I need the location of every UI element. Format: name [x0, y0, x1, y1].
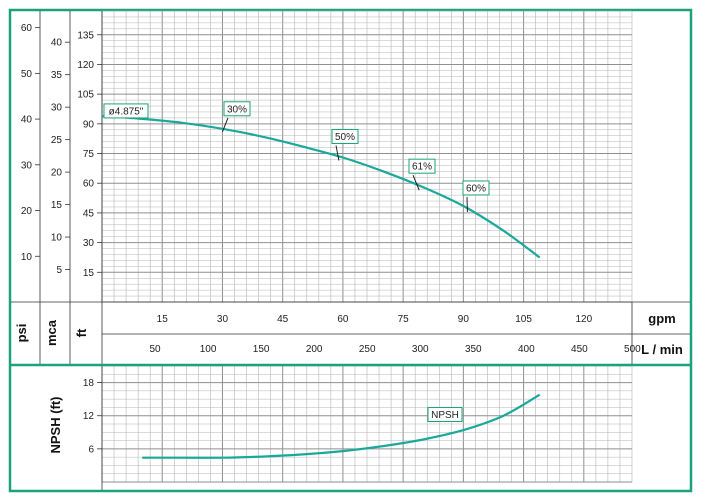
lmin-tick-label: 300: [412, 344, 429, 355]
npsh-label-text: NPSH: [431, 410, 459, 421]
diameter-label-text: ø4.875": [109, 106, 144, 117]
lmin-tick-label: 150: [253, 344, 270, 355]
ft-tick-label: 135: [77, 30, 94, 41]
psi-axis-label: psi: [14, 324, 29, 343]
efficiency-label-60-text: 60%: [466, 183, 486, 194]
gpm-tick-label: 15: [157, 314, 169, 325]
ft-tick-label: 75: [83, 149, 95, 160]
npsh-label-box: [427, 406, 463, 422]
efficiency-label-30-box: [223, 101, 251, 117]
mca-tick-label: 10: [51, 233, 63, 244]
gpm-tick-label: 105: [515, 314, 532, 325]
ft-tick-label: 45: [83, 208, 95, 219]
ft-tick-label: 30: [83, 238, 95, 249]
efficiency-label-50-leader: [335, 145, 340, 161]
mca-tick-label: 20: [51, 168, 63, 179]
mca-tick-label: 40: [51, 38, 63, 49]
mca-tick-label: 15: [51, 200, 63, 211]
npsh-tick-label: 12: [83, 411, 95, 422]
lmin-tick-label: 50: [149, 344, 161, 355]
efficiency-label-61-leader: [412, 175, 420, 191]
psi-tick-label: 50: [21, 69, 33, 80]
gpm-tick-label: 120: [575, 314, 592, 325]
diameter-label-box: [103, 103, 149, 119]
gpm-tick-label: 60: [337, 314, 349, 325]
lmin-tick-label: 400: [518, 344, 535, 355]
efficiency-label-50-text: 50%: [335, 132, 355, 143]
gpm-tick-label: 45: [277, 314, 289, 325]
annotations: ø4.875" 30% 50% 61% 60% NPSH: [103, 101, 490, 422]
npsh-tick-label: 6: [88, 444, 94, 455]
ft-tick-label: 120: [77, 60, 94, 71]
ft-axis-label: ft: [74, 328, 89, 337]
head-curve-line: [101, 114, 541, 259]
ft-tick-label: 15: [83, 268, 95, 279]
gpm-axis-label: gpm: [648, 311, 675, 326]
lmin-tick-label: 350: [465, 344, 482, 355]
lmin-tick-label: 200: [306, 344, 323, 355]
mca-tick-label: 5: [56, 265, 62, 276]
efficiency-label-60-box: [462, 180, 490, 196]
gpm-tick-label: 75: [398, 314, 410, 325]
efficiency-label-61-text: 61%: [412, 162, 432, 173]
gpm-tick-label: 90: [458, 314, 470, 325]
frame-lines: [11, 11, 690, 490]
npsh-axis-label: NPSH (ft): [48, 396, 63, 453]
mca-tick-label: 35: [51, 70, 63, 81]
npsh-chart-grid: [101, 365, 633, 483]
psi-tick-label: 20: [21, 206, 33, 217]
psi-tick-label: 40: [21, 115, 33, 126]
lmin-tick-label: 450: [571, 344, 588, 355]
npsh-curve-line: [142, 393, 541, 459]
lmin-tick-label: 250: [359, 344, 376, 355]
gpm-tick-label: 30: [217, 314, 229, 325]
mca-tick-label: 25: [51, 135, 63, 146]
npsh-tick-label: 18: [83, 378, 95, 389]
ft-tick-label: 90: [83, 119, 95, 130]
lmin-axis-label: L / min: [641, 342, 683, 357]
outer-frame: [8, 8, 693, 493]
efficiency-label-61-box: [408, 158, 436, 174]
psi-tick-label: 30: [21, 160, 33, 171]
axis-marks: 15 30 45 60 75 90 105 120 135 5 10 15 20 25 30 35 40 10 20…: [14, 23, 683, 455]
lmin-tick-label: 500: [624, 344, 641, 355]
ft-tick-label: 60: [83, 179, 95, 190]
mca-tick-label: 30: [51, 103, 63, 114]
mca-axis-label: mca: [44, 319, 59, 346]
efficiency-label-30-leader: [222, 117, 229, 132]
curves: [101, 114, 541, 459]
ft-tick-label: 105: [77, 90, 94, 101]
efficiency-label-50-box: [331, 128, 359, 144]
efficiency-label-30-text: 30%: [227, 104, 247, 115]
lmin-tick-label: 100: [200, 344, 217, 355]
psi-tick-label: 10: [21, 252, 33, 263]
psi-tick-label: 60: [21, 23, 33, 34]
